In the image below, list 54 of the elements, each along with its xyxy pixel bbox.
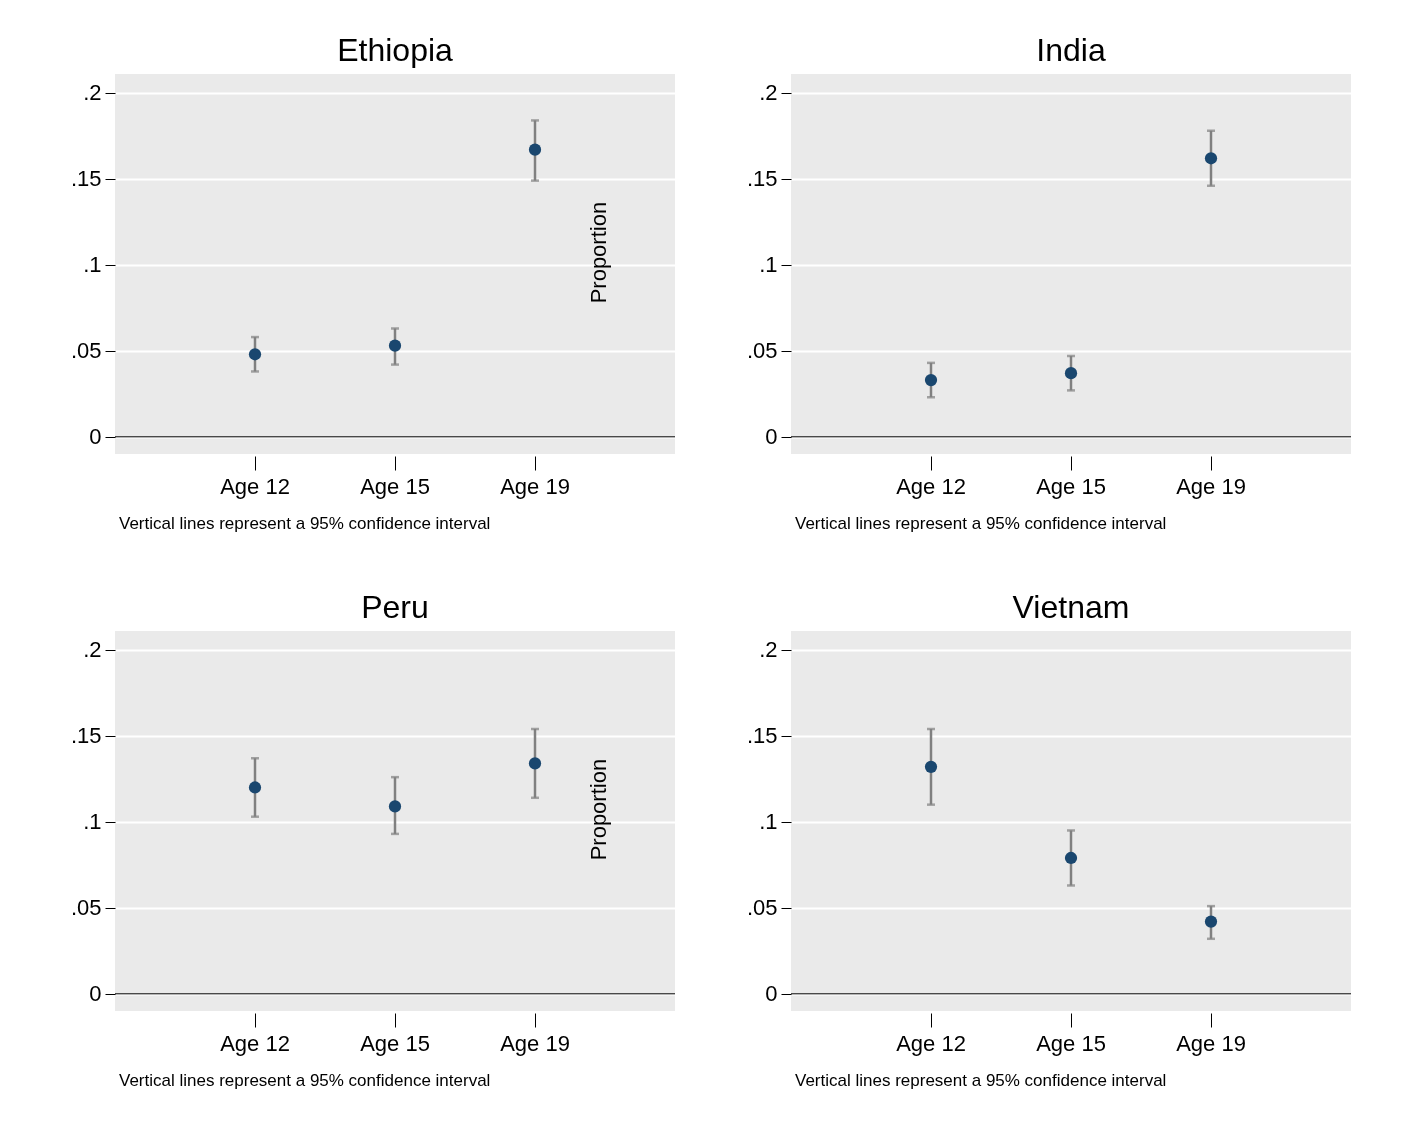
x-tick-label: Age 19 bbox=[500, 473, 570, 499]
text: Vertical lines represent a 95% confidence interval bbox=[119, 1071, 491, 1090]
y-tick-label: .05 bbox=[70, 338, 102, 364]
chart-title: Vietnam bbox=[1012, 589, 1130, 625]
y-axis-title: Proportion bbox=[585, 201, 611, 304]
y-tick-label: .1 bbox=[759, 252, 778, 278]
chart-title: Peru bbox=[361, 589, 429, 625]
x-tick-label: Age 15 bbox=[1036, 1030, 1106, 1056]
point bbox=[248, 348, 262, 361]
point bbox=[1064, 367, 1078, 380]
y-tick-label: .2 bbox=[759, 637, 778, 663]
text: Vertical lines represent a 95% confidence interval bbox=[119, 514, 491, 533]
x-tick-label: Age 19 bbox=[1176, 473, 1246, 499]
point bbox=[248, 781, 262, 794]
text: Vertical lines represent a 95% confidence interval bbox=[795, 514, 1167, 533]
chart-title: Ethiopia bbox=[337, 32, 454, 68]
point bbox=[388, 800, 402, 813]
y-tick-label: 0 bbox=[89, 424, 102, 450]
x-tick-label: Age 12 bbox=[896, 1030, 966, 1056]
y-tick-label: .1 bbox=[83, 809, 102, 835]
y-tick-label: .2 bbox=[759, 80, 778, 106]
point bbox=[388, 339, 402, 352]
point bbox=[924, 760, 938, 773]
y-tick-label: .1 bbox=[759, 809, 778, 835]
x-tick-label: Age 19 bbox=[1176, 1030, 1246, 1056]
y-tick-label: .15 bbox=[70, 166, 102, 192]
y-axis-title: Proportion bbox=[585, 758, 611, 861]
text: Vertical lines represent a 95% confidence interval bbox=[795, 1071, 1167, 1090]
x-tick-label: Age 15 bbox=[360, 1030, 430, 1056]
x-tick-label: Age 12 bbox=[220, 473, 290, 499]
y-tick-label: 0 bbox=[765, 424, 778, 450]
y-tick-label: .15 bbox=[746, 723, 778, 749]
x-tick-label: Age 19 bbox=[500, 1030, 570, 1056]
point bbox=[528, 757, 542, 770]
y-tick-label: .15 bbox=[70, 723, 102, 749]
x-tick-label: Age 12 bbox=[896, 473, 966, 499]
y-tick-label: .05 bbox=[70, 895, 102, 921]
y-tick-label: .15 bbox=[746, 166, 778, 192]
y-tick-label: .2 bbox=[83, 637, 102, 663]
point bbox=[1204, 915, 1218, 928]
point bbox=[1064, 851, 1078, 865]
y-tick-label: .05 bbox=[746, 338, 778, 364]
x-tick-label: Age 12 bbox=[220, 1030, 290, 1056]
x-tick-label: Age 15 bbox=[360, 473, 430, 499]
chart-title: India bbox=[1036, 32, 1106, 68]
y-tick-label: .1 bbox=[83, 252, 102, 278]
y-tick-label: .2 bbox=[83, 80, 102, 106]
point bbox=[924, 373, 938, 387]
y-tick-label: 0 bbox=[765, 981, 778, 1007]
point bbox=[1204, 152, 1218, 165]
x-tick-label: Age 15 bbox=[1036, 473, 1106, 499]
point bbox=[528, 143, 542, 156]
y-tick-label: .05 bbox=[746, 895, 778, 921]
y-tick-label: 0 bbox=[89, 981, 102, 1007]
